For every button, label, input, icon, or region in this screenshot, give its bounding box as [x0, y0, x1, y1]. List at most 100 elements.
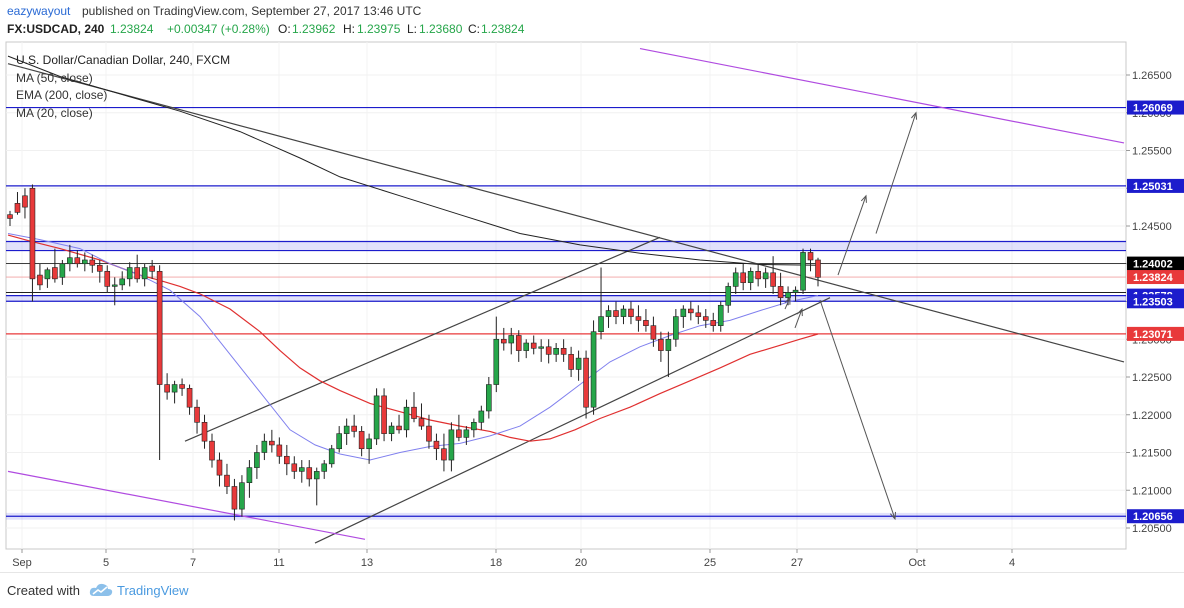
price-tag-box	[1127, 294, 1184, 309]
candle-body	[104, 270, 111, 287]
legend-ema200[interactable]: EMA (200, close)	[16, 88, 108, 102]
candle-body	[89, 259, 96, 266]
y-tick-label: 1.22000	[1132, 410, 1172, 422]
candle-body	[650, 325, 657, 340]
candle-body	[725, 286, 732, 306]
trendline	[184, 236, 661, 442]
candle-body	[575, 357, 582, 370]
candle-body	[815, 259, 821, 278]
candle-body	[358, 431, 365, 450]
arrow-head	[911, 111, 918, 120]
candle-body	[456, 429, 462, 438]
candle-body	[22, 195, 28, 208]
author-link[interactable]: eazywayout	[7, 4, 71, 18]
candle-body	[306, 467, 313, 480]
footer: Created with TradingView	[0, 572, 1184, 608]
candle-body	[553, 348, 559, 355]
candle-body	[560, 348, 567, 355]
candle-body	[261, 440, 268, 453]
x-tick-label: 13	[361, 557, 373, 569]
candle-body	[388, 425, 395, 434]
ma20-line	[7, 233, 819, 461]
candle-body	[770, 272, 776, 287]
candle-body	[583, 357, 589, 408]
candle-body	[164, 384, 170, 393]
symbol-label: FX:USDCAD, 240	[7, 22, 105, 36]
candle-body	[82, 259, 88, 265]
candle-body	[381, 395, 387, 434]
price-chart[interactable]: 1.265001.260001.255001.250001.245001.240…	[0, 40, 1184, 572]
trendline	[639, 47, 1125, 144]
trendline	[314, 297, 831, 544]
price-tag-label: 1.23071	[1133, 329, 1173, 341]
low-label: L:	[407, 22, 418, 36]
arrow-head	[784, 296, 791, 305]
candle-body	[231, 486, 238, 510]
price-tag-box	[1127, 326, 1184, 341]
y-tick-label: 1.21000	[1132, 485, 1172, 497]
price-tag-box	[1127, 256, 1184, 271]
published-text: published on TradingView.com, September …	[82, 4, 422, 18]
candle-body	[762, 272, 769, 280]
y-tick-label: 1.24500	[1132, 221, 1172, 233]
candle-body	[126, 267, 133, 280]
candle-body	[658, 338, 664, 351]
x-tick-label: 20	[575, 557, 587, 569]
close-value: 1.23824	[481, 22, 525, 36]
candle-body	[441, 448, 447, 461]
y-tick-label: 1.22500	[1132, 372, 1172, 384]
candle-body	[538, 346, 544, 349]
legend-ma20[interactable]: MA (20, close)	[16, 105, 93, 120]
tradingview-link[interactable]: TradingView	[117, 583, 189, 598]
candle-body	[67, 257, 73, 265]
candle-body	[478, 410, 485, 423]
candle-body	[448, 429, 455, 461]
time-axis[interactable]: Sep 5 7 11 13 18 20 25 27 Oct 4	[12, 549, 1015, 569]
candle-body	[426, 425, 432, 442]
candle-body	[500, 338, 507, 344]
price-tag-label: 1.23503	[1133, 296, 1173, 308]
price-tags: 1.260691.250311.240021.238241.235781.235…	[1127, 100, 1184, 524]
x-tick-label: 11	[273, 557, 284, 569]
candle-body	[747, 270, 754, 283]
candle-body	[224, 474, 230, 487]
candle-body	[201, 421, 208, 442]
price-tag-box	[1127, 509, 1184, 524]
candle-body	[29, 187, 36, 280]
candle-body	[777, 286, 784, 299]
price-tag-label: 1.23824	[1133, 272, 1174, 284]
candle-body	[486, 384, 492, 412]
candle-body	[284, 455, 290, 465]
arrow-head	[889, 511, 896, 521]
price-tag-label: 1.20656	[1133, 511, 1173, 523]
y-tick-label: 1.21500	[1132, 448, 1172, 460]
created-with-label: Created with	[7, 583, 80, 598]
candle-body	[635, 316, 642, 321]
forecast-arrow	[875, 112, 917, 234]
forecast-arrows	[784, 111, 918, 521]
candle-body	[515, 335, 522, 351]
quote-bar: FX:USDCAD, 240 1.23824 +0.00347 (+0.28%)…	[0, 22, 1184, 40]
candle-body	[336, 433, 342, 450]
y-tick-label: 1.25500	[1132, 146, 1172, 158]
low-value: 1.23680	[419, 22, 463, 36]
candle-body	[508, 335, 515, 344]
forecast-arrow	[794, 308, 803, 329]
candle-body	[590, 331, 597, 408]
legend-title: U.S. Dollar/Canadian Dollar, 240, FXCM	[16, 53, 231, 67]
trendline	[7, 470, 366, 540]
candle-body	[343, 425, 350, 434]
candle-body	[186, 388, 193, 408]
candle-body	[119, 278, 126, 286]
legend-ma50[interactable]: MA (50, close)	[16, 70, 93, 85]
x-tick-label: 25	[704, 557, 716, 569]
tradingview-cloud-icon[interactable]	[88, 581, 114, 599]
high-value: 1.23975	[357, 22, 401, 36]
candle-body	[141, 267, 148, 280]
candle-body	[7, 214, 13, 219]
price-tag-box	[1127, 100, 1184, 115]
candle-body	[710, 320, 717, 326]
candle-body	[313, 471, 320, 480]
candle-body	[291, 463, 298, 472]
y-tick-label: 1.20500	[1132, 523, 1172, 535]
